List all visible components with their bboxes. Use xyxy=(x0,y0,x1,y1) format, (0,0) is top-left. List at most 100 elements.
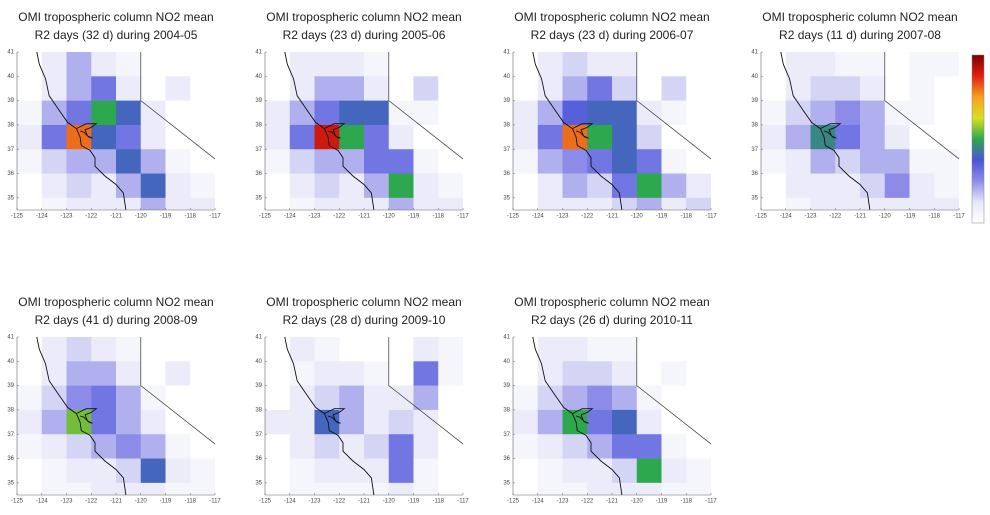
y-tick-label: 41 xyxy=(751,50,758,56)
heat-cell xyxy=(315,76,340,101)
heat-cell xyxy=(414,101,439,126)
heat-cell xyxy=(686,337,711,362)
heat-cell xyxy=(587,101,612,126)
heat-cell xyxy=(364,76,389,101)
heat-cell xyxy=(265,386,290,411)
panel-subtitle: R2 days (32 d) during 2004-05 xyxy=(35,28,198,42)
heat-cell xyxy=(67,174,92,199)
x-tick-label: -119 xyxy=(408,214,420,220)
heat-cell xyxy=(686,125,711,150)
y-tick-label: 38 xyxy=(503,123,510,129)
heat-cell xyxy=(166,459,191,484)
heat-cell xyxy=(389,76,414,101)
heat-cell xyxy=(612,101,637,126)
y-tick-label: 39 xyxy=(503,383,510,389)
heat-cell xyxy=(91,361,116,386)
heat-cell xyxy=(662,386,687,411)
heat-cell xyxy=(339,125,364,150)
heat-cell xyxy=(761,125,786,150)
heat-cell xyxy=(538,174,563,199)
heat-cell xyxy=(91,76,116,101)
heat-cell xyxy=(364,101,389,126)
heat-cell xyxy=(587,125,612,150)
heat-cell xyxy=(637,101,662,126)
heat-cell xyxy=(438,434,463,459)
heat-cell xyxy=(389,337,414,362)
y-tick-label: 36 xyxy=(7,456,14,462)
heat-cell xyxy=(637,386,662,411)
heat-cell xyxy=(612,174,637,199)
x-tick-label: -123 xyxy=(60,214,73,220)
heat-cell xyxy=(17,149,42,174)
y-tick-label: 35 xyxy=(7,480,14,486)
heat-cell xyxy=(513,434,538,459)
heat-cell xyxy=(414,361,439,386)
y-tick-label: 37 xyxy=(255,147,262,153)
y-tick-label: 36 xyxy=(255,171,262,177)
x-tick-label: -124 xyxy=(36,214,49,220)
heat-cell xyxy=(166,386,191,411)
x-tick-label: -125 xyxy=(507,499,520,505)
x-tick-label: -119 xyxy=(656,214,668,220)
heat-cell xyxy=(364,459,389,484)
heat-cell xyxy=(17,410,42,435)
x-tick-label: -124 xyxy=(284,499,297,505)
heat-cell xyxy=(885,52,910,77)
heat-cell xyxy=(265,361,290,386)
x-tick-label: -118 xyxy=(184,214,196,220)
x-tick-label: -117 xyxy=(209,214,221,220)
x-tick-label: -120 xyxy=(135,214,148,220)
heat-cell xyxy=(42,149,67,174)
heat-cell xyxy=(587,337,612,362)
heat-cell xyxy=(438,337,463,362)
heat-cell xyxy=(786,174,811,199)
panel-subtitle: R2 days (23 d) during 2006-07 xyxy=(531,28,694,42)
heat-cell xyxy=(290,434,315,459)
x-tick-label: -120 xyxy=(631,214,644,220)
x-tick-label: -125 xyxy=(11,499,24,505)
panel-subtitle: R2 days (28 d) during 2009-10 xyxy=(283,313,446,327)
heat-cell xyxy=(835,76,860,101)
heat-cell xyxy=(315,174,340,199)
heat-cells xyxy=(17,52,215,222)
heat-cell xyxy=(364,434,389,459)
heat-cell xyxy=(811,149,836,174)
heat-cell xyxy=(563,174,588,199)
map-panel: OMI tropospheric column NO2 meanR2 days … xyxy=(7,295,221,507)
heat-cell xyxy=(17,174,42,199)
heat-cell xyxy=(637,434,662,459)
heat-cell xyxy=(315,386,340,411)
heat-cell xyxy=(190,125,215,150)
heat-cell xyxy=(339,459,364,484)
heat-cells xyxy=(265,337,463,507)
x-tick-label: -121 xyxy=(358,499,371,505)
x-tick-label: -123 xyxy=(804,214,817,220)
heat-cell xyxy=(686,101,711,126)
y-tick-label: 41 xyxy=(503,50,510,56)
heat-cell xyxy=(637,76,662,101)
heat-cell xyxy=(438,174,463,199)
heat-cell xyxy=(513,459,538,484)
heat-cell xyxy=(116,459,141,484)
heat-cell xyxy=(67,101,92,126)
heat-cell xyxy=(389,459,414,484)
heat-cell xyxy=(17,459,42,484)
heat-cell xyxy=(339,386,364,411)
heat-cell xyxy=(612,337,637,362)
y-tick-label: 39 xyxy=(7,383,14,389)
heat-cell xyxy=(513,101,538,126)
heat-cell xyxy=(141,434,166,459)
heat-cell xyxy=(686,149,711,174)
heat-cell xyxy=(637,361,662,386)
heat-cell xyxy=(563,101,588,126)
heat-cell xyxy=(563,149,588,174)
x-tick-label: -119 xyxy=(656,499,668,505)
x-tick-label: -122 xyxy=(85,499,98,505)
y-tick-label: 40 xyxy=(503,74,510,80)
x-tick-label: -121 xyxy=(606,499,619,505)
heat-cell xyxy=(637,459,662,484)
y-tick-label: 41 xyxy=(7,50,14,56)
heat-cell xyxy=(934,149,959,174)
heat-cell xyxy=(265,52,290,77)
heat-cell xyxy=(835,125,860,150)
